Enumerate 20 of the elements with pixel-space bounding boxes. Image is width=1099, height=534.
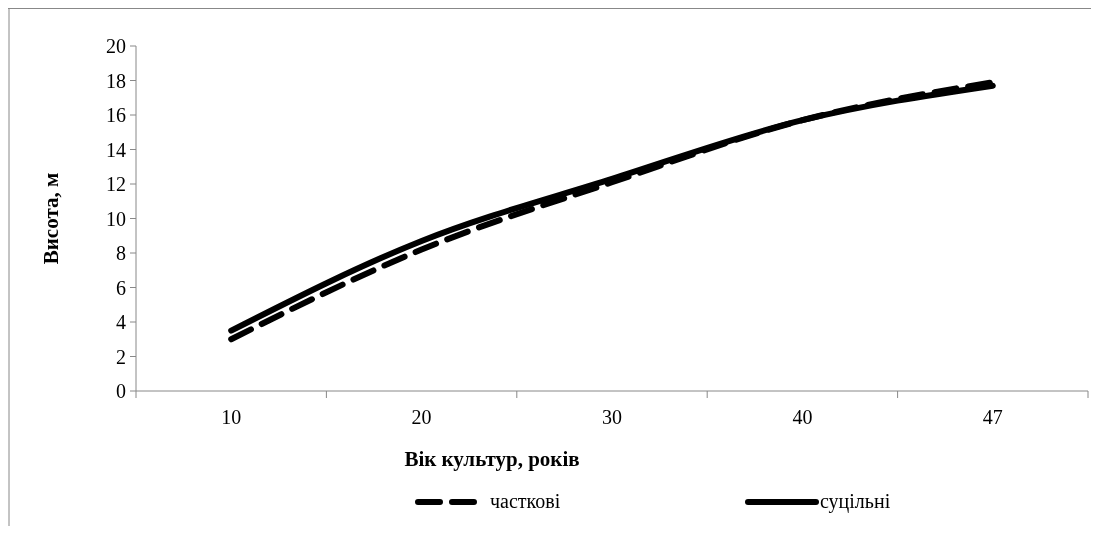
x-tick-label: 47 xyxy=(982,406,1003,428)
legend-label: часткові xyxy=(490,490,561,512)
y-tick-label: 6 xyxy=(116,276,126,299)
y-tick-label: 20 xyxy=(106,35,126,57)
y-tick-label: 0 xyxy=(116,380,126,402)
x-tick-label: 10 xyxy=(221,406,242,428)
x-tick-label: 30 xyxy=(602,406,622,428)
y-tick-label: 12 xyxy=(106,173,126,195)
y-tick-label: 10 xyxy=(106,207,126,230)
y-tick-label: 4 xyxy=(116,311,126,333)
y-tick-label: 16 xyxy=(106,104,126,126)
x-tick-label: 20 xyxy=(411,406,432,428)
x-axis-title: Вік культур, років xyxy=(404,447,580,471)
y-tick-label: 8 xyxy=(116,242,126,264)
y-tick-label: 18 xyxy=(106,69,126,92)
y-tick-label: 2 xyxy=(116,345,126,368)
y-tick-label: 14 xyxy=(106,138,126,161)
legend-label: суцільні xyxy=(820,490,891,513)
x-tick-label: 40 xyxy=(792,406,813,428)
y-axis-title: Висота, м xyxy=(39,172,63,265)
